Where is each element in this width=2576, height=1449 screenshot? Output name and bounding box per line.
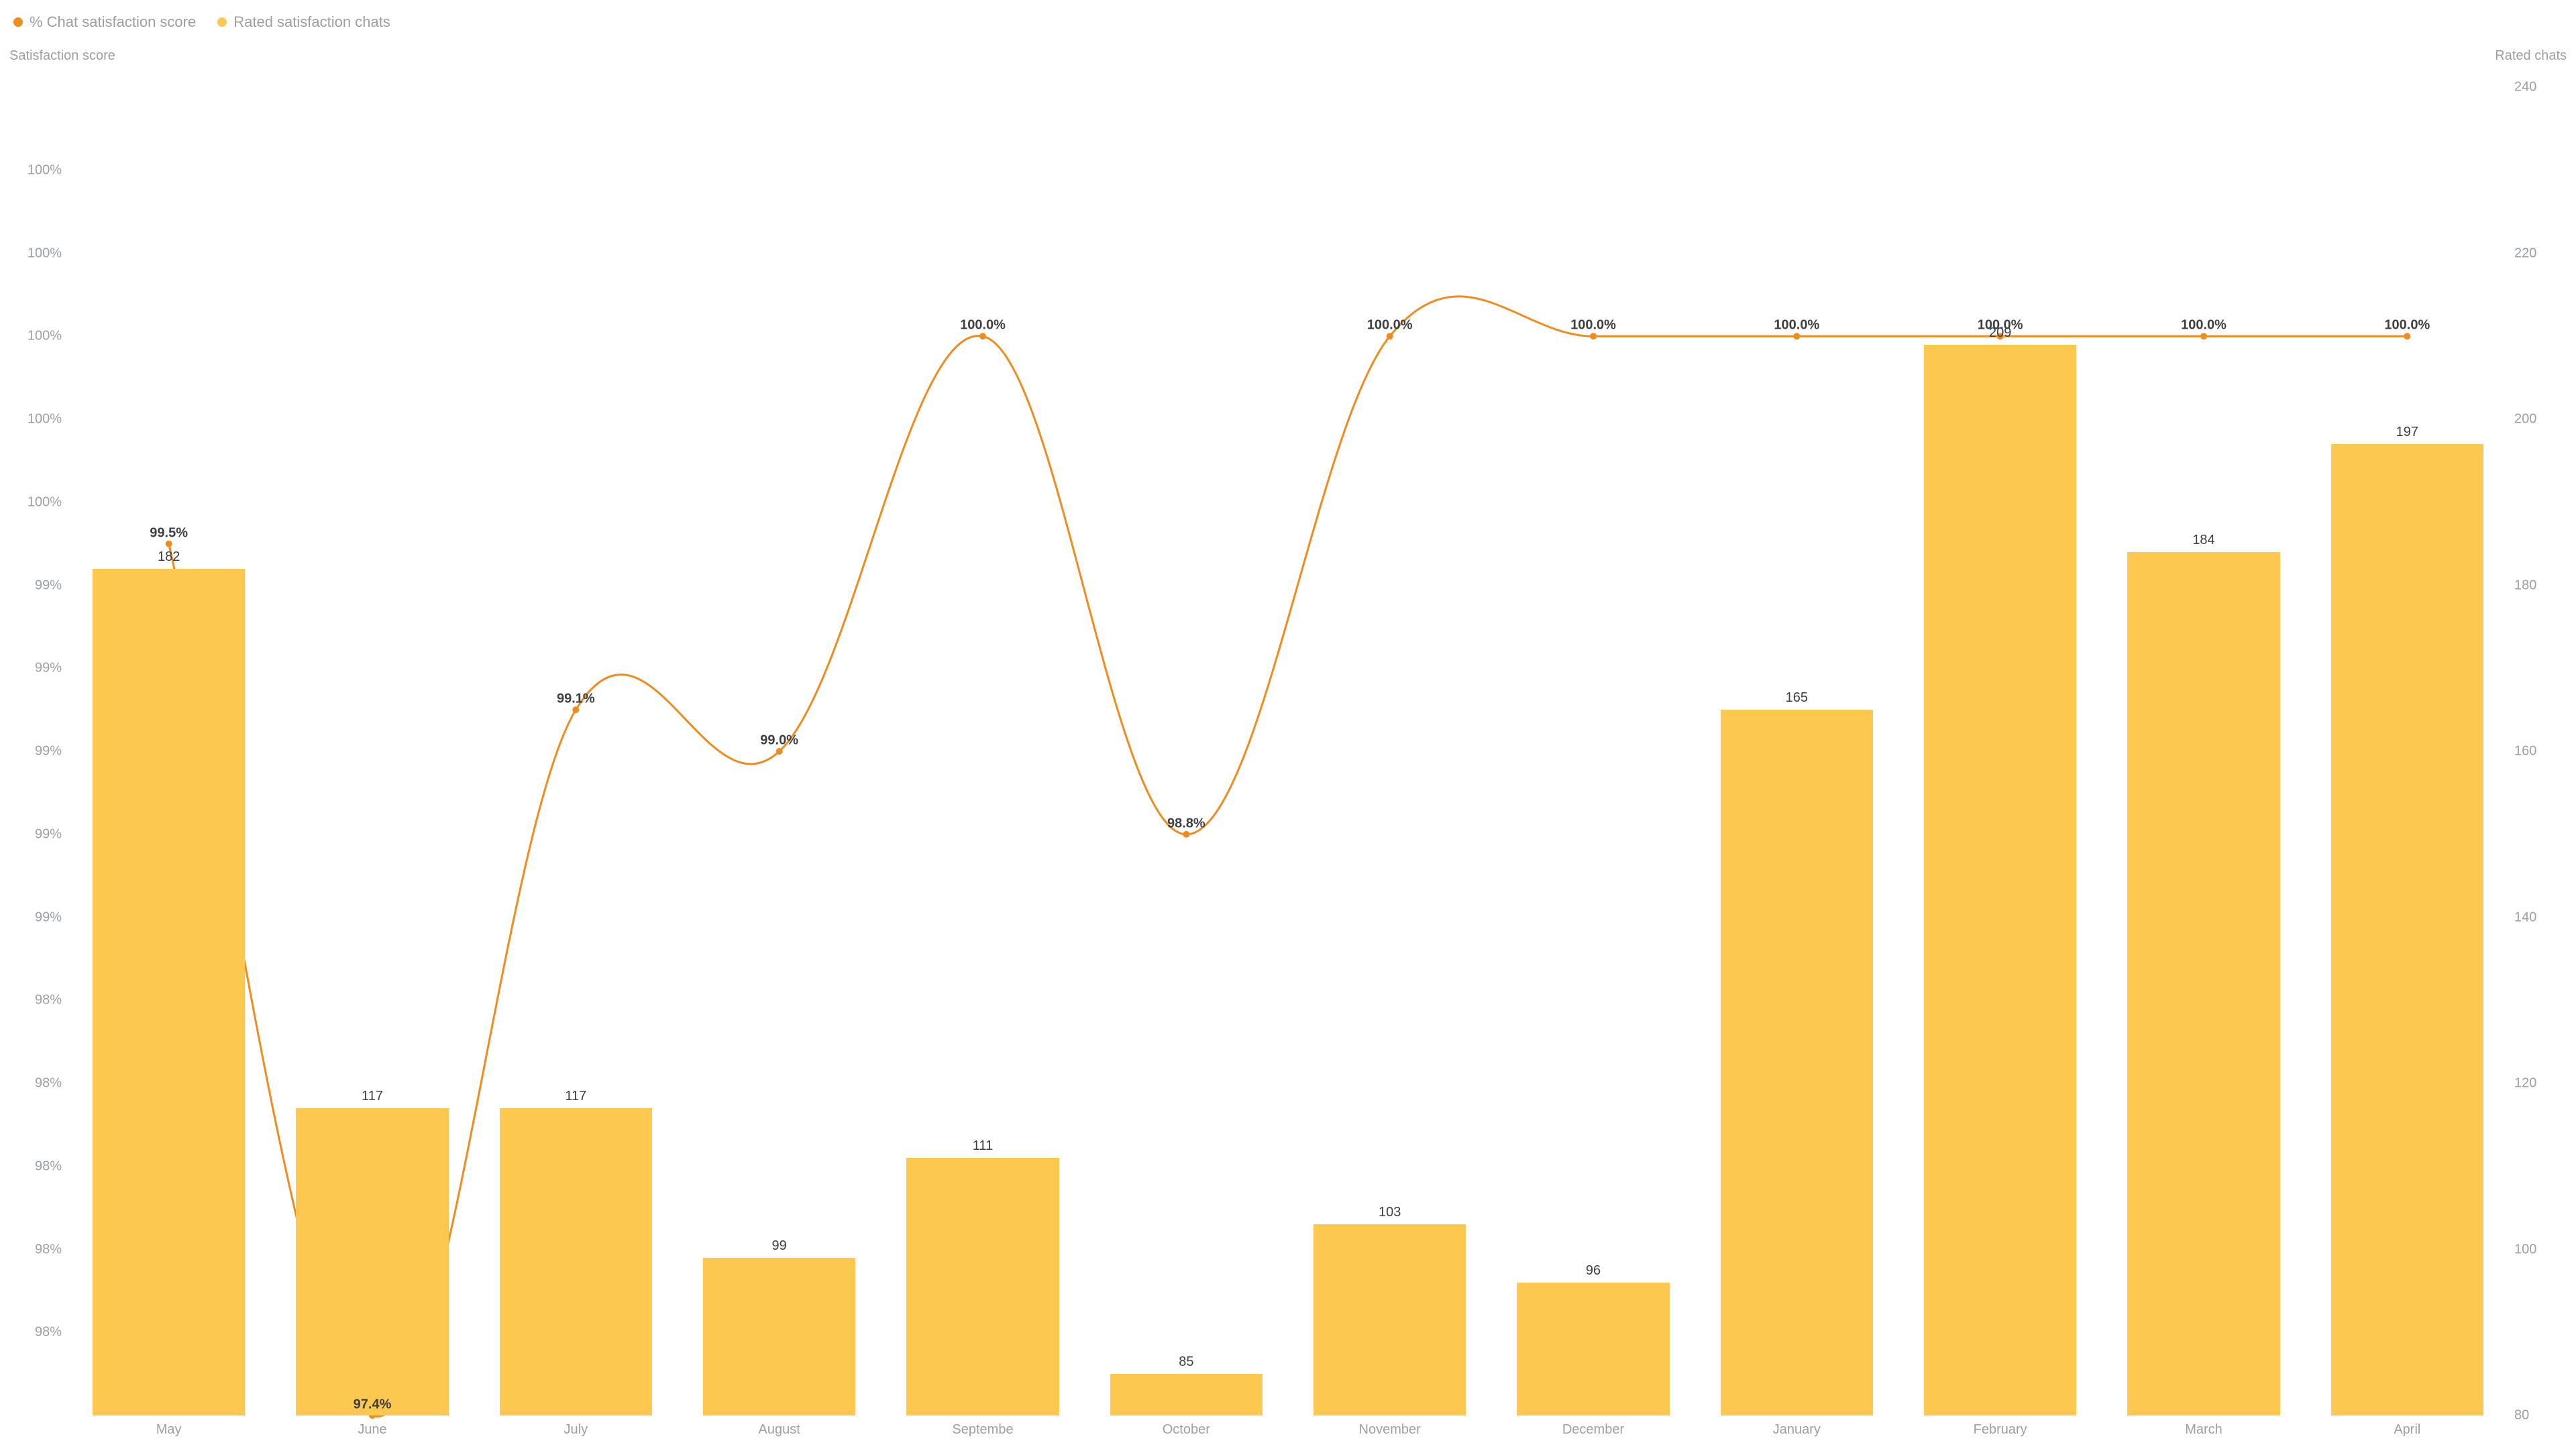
- line-marker: [2200, 333, 2207, 339]
- legend-label-bars: Rated satisfaction chats: [233, 13, 390, 31]
- bar: [1924, 345, 2077, 1415]
- y-left-tick-label: 99%: [35, 910, 67, 925]
- bar: [906, 1158, 1059, 1415]
- y-left-tick-label: 98%: [35, 1242, 67, 1257]
- y-left-tick-label: 99%: [35, 661, 67, 676]
- line-marker: [2404, 333, 2410, 339]
- y-left-tick-label: 98%: [35, 1325, 67, 1340]
- y-right-tick-label: 240: [2509, 80, 2536, 95]
- line-value-label: 100.0%: [2181, 318, 2226, 333]
- bar-value-label: 96: [1586, 1263, 1601, 1283]
- x-tick-label: May: [156, 1415, 182, 1438]
- bar: [2331, 444, 2484, 1415]
- y-left-tick-label: 98%: [35, 993, 67, 1008]
- bar-value-label: 165: [1786, 690, 1808, 710]
- chart-container: % Chat satisfaction score Rated satisfac…: [0, 0, 2576, 1449]
- bar-value-label: 85: [1179, 1354, 1193, 1374]
- legend-dot-line: [13, 17, 23, 27]
- y-left-tick-label: 98%: [35, 1076, 67, 1091]
- y-right-tick-label: 100: [2509, 1242, 2536, 1257]
- line-marker: [1793, 333, 1800, 339]
- x-tick-label: October: [1163, 1415, 1210, 1438]
- x-tick-label: April: [2394, 1415, 2420, 1438]
- line-marker: [1387, 333, 1393, 339]
- line-value-label: 100.0%: [960, 318, 1006, 333]
- y-right-tick-label: 140: [2509, 910, 2536, 925]
- legend-label-line: % Chat satisfaction score: [30, 13, 196, 31]
- line-value-label: 100.0%: [2384, 318, 2430, 333]
- line-value-label: 98.8%: [1167, 816, 1205, 831]
- bar: [500, 1108, 653, 1415]
- x-tick-label: December: [1562, 1415, 1624, 1438]
- x-tick-label: Septembe: [952, 1415, 1013, 1438]
- line-value-label: 97.4%: [354, 1397, 392, 1412]
- y-left-tick-label: 100%: [28, 329, 67, 344]
- bar-value-label: 117: [362, 1089, 383, 1108]
- y-left-tick-label: 100%: [28, 162, 67, 178]
- y-left-tick-label: 98%: [35, 1159, 67, 1174]
- bar-value-label: 184: [2192, 533, 2214, 552]
- bar-value-label: 182: [158, 549, 180, 569]
- bar: [2127, 552, 2280, 1415]
- line-value-label: 99.0%: [760, 733, 798, 748]
- y-right-tick-label: 160: [2509, 744, 2536, 759]
- bar-value-label: 117: [565, 1089, 586, 1108]
- bar-value-label: 99: [772, 1238, 787, 1258]
- bar-value-label: 103: [1379, 1205, 1401, 1224]
- bar: [93, 569, 246, 1415]
- legend-dot-bars: [217, 17, 227, 27]
- bar: [703, 1258, 856, 1415]
- bar: [1517, 1283, 1670, 1415]
- legend-item-line: % Chat satisfaction score: [13, 13, 196, 31]
- line-value-label: 100.0%: [1774, 318, 1819, 333]
- y-left-tick-label: 100%: [28, 494, 67, 510]
- line-marker: [1590, 333, 1597, 339]
- bar-value-label: 111: [973, 1138, 993, 1158]
- line-value-label: 100.0%: [1367, 318, 1413, 333]
- plot-area: 98%98%98%98%98%99%99%99%99%99%100%100%10…: [67, 87, 2509, 1415]
- x-tick-label: November: [1359, 1415, 1421, 1438]
- y-right-tick-label: 180: [2509, 578, 2536, 593]
- y-left-tick-label: 100%: [28, 412, 67, 427]
- bar: [296, 1108, 449, 1415]
- x-tick-label: January: [1773, 1415, 1821, 1438]
- y-left-tick-label: 99%: [35, 578, 67, 593]
- line-value-label: 99.5%: [150, 525, 188, 541]
- bar: [1721, 710, 1874, 1415]
- line-value-label: 99.1%: [557, 692, 595, 707]
- line-marker: [776, 748, 783, 755]
- x-tick-label: July: [564, 1415, 588, 1438]
- x-tick-label: August: [759, 1415, 800, 1438]
- x-tick-label: June: [358, 1415, 386, 1438]
- line-marker: [1183, 831, 1189, 838]
- line-value-label: 100.0%: [1978, 318, 2023, 333]
- y-left-tick-label: 100%: [28, 246, 67, 261]
- legend-item-bars: Rated satisfaction chats: [217, 13, 390, 31]
- y-right-tick-label: 80: [2509, 1408, 2529, 1424]
- line-marker: [572, 706, 579, 713]
- y-left-tick-label: 99%: [35, 826, 67, 842]
- y-axis-right-title: Rated chats: [2495, 48, 2567, 64]
- line-marker: [979, 333, 986, 339]
- y-right-tick-label: 200: [2509, 412, 2536, 427]
- y-right-tick-label: 220: [2509, 246, 2536, 261]
- x-tick-label: March: [2185, 1415, 2222, 1438]
- legend: % Chat satisfaction score Rated satisfac…: [13, 13, 390, 31]
- y-axis-left-title: Satisfaction score: [9, 48, 115, 64]
- x-tick-label: February: [1974, 1415, 2027, 1438]
- bar-value-label: 197: [2396, 425, 2418, 444]
- line-value-label: 100.0%: [1570, 318, 1616, 333]
- bar: [1110, 1374, 1263, 1415]
- y-left-tick-label: 99%: [35, 744, 67, 759]
- bar: [1313, 1224, 1466, 1415]
- line-marker: [166, 541, 172, 547]
- y-right-tick-label: 120: [2509, 1076, 2536, 1091]
